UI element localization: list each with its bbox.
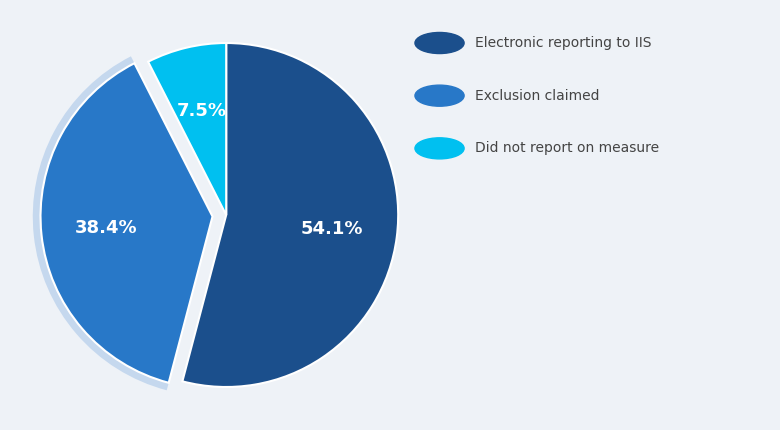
Text: Electronic reporting to IIS: Electronic reporting to IIS <box>474 36 651 50</box>
Text: Did not report on measure: Did not report on measure <box>474 141 659 155</box>
Circle shape <box>415 138 464 159</box>
Wedge shape <box>33 56 212 390</box>
Wedge shape <box>148 43 226 215</box>
Text: 7.5%: 7.5% <box>176 102 226 120</box>
Text: 54.1%: 54.1% <box>301 220 363 238</box>
Circle shape <box>415 32 464 54</box>
Wedge shape <box>183 43 399 387</box>
Text: 38.4%: 38.4% <box>75 219 138 237</box>
Wedge shape <box>41 63 212 383</box>
Circle shape <box>415 85 464 106</box>
Text: Exclusion claimed: Exclusion claimed <box>474 89 599 103</box>
